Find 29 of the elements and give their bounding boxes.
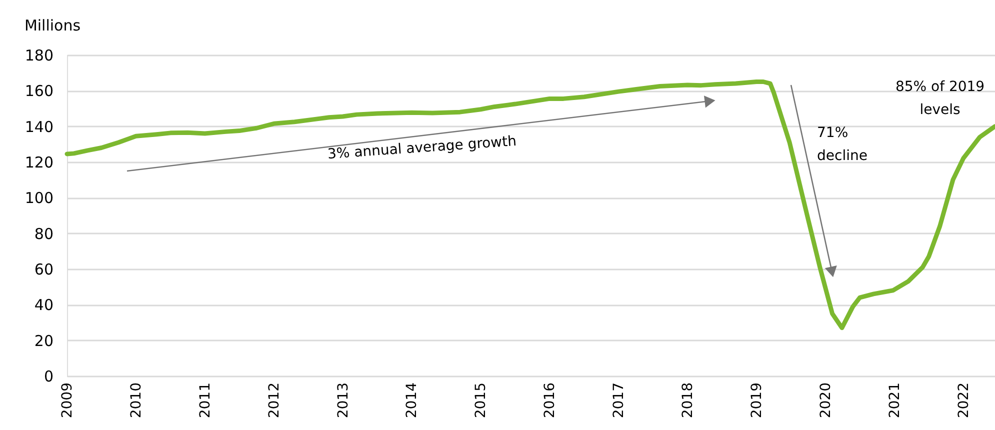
y-tick-label: 40 xyxy=(34,296,54,314)
y-tick-label: 160 xyxy=(24,82,54,100)
x-tick-label: 2014 xyxy=(404,382,420,418)
line-series xyxy=(64,80,995,330)
x-tick-label: 2017 xyxy=(611,382,628,418)
y-tick-label: 0 xyxy=(44,368,54,386)
x-tick-label: 2016 xyxy=(542,382,558,418)
y-tick-label: 100 xyxy=(24,189,54,208)
y-tick-label: 180 xyxy=(24,46,54,64)
x-tick-label: 2020 xyxy=(818,382,834,418)
x-tick-label: 2015 xyxy=(473,382,490,418)
x-tick-label: 2022 xyxy=(956,382,972,418)
y-tick-label: 20 xyxy=(34,332,54,350)
x-tick-label: 2011 xyxy=(197,382,214,418)
y-tick-label: 80 xyxy=(34,224,54,243)
x-tick-label: 2021 xyxy=(886,382,903,418)
y-tick-label: 140 xyxy=(24,118,54,136)
x-tick-label: 2013 xyxy=(335,382,352,418)
x-tick-label: 2010 xyxy=(128,382,144,418)
x-tick-label: 2009 xyxy=(60,382,76,418)
y-axis-title: Millions xyxy=(24,16,81,34)
annotation: 71% decline xyxy=(817,125,868,164)
y-tick-label: 120 xyxy=(24,154,54,172)
y-tick-label: 60 xyxy=(34,260,54,278)
x-tick-label: 2019 xyxy=(748,382,765,418)
annotation: 85% of 2019 levels xyxy=(895,79,985,118)
annotation: 3% annual average growth xyxy=(327,133,517,163)
x-tick-label: 2012 xyxy=(266,382,282,418)
x-tick-label: 2018 xyxy=(680,382,696,418)
